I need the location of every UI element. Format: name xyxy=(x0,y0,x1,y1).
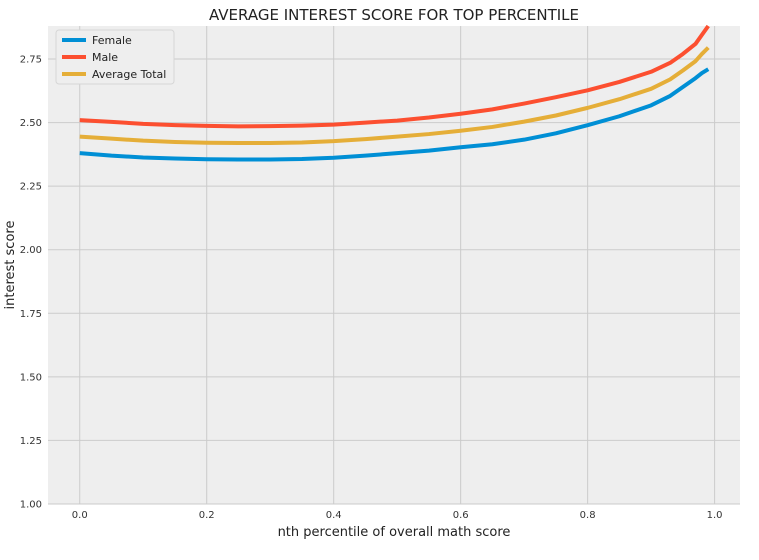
series-lines xyxy=(79,24,710,162)
x-tick-label: 0.0 xyxy=(72,510,88,521)
legend-item-female: Female xyxy=(62,34,132,47)
legend-label: Female xyxy=(92,34,132,47)
legend-item-male: Male xyxy=(62,51,118,64)
y-tick-label: 1.00 xyxy=(20,500,42,511)
y-tick-label: 1.50 xyxy=(20,372,42,383)
x-axis-label: nth percentile of overall math score xyxy=(278,525,511,540)
y-tick-label: 2.00 xyxy=(20,245,42,256)
y-axis-label: interest score xyxy=(3,221,18,310)
y-tick-label: 2.50 xyxy=(20,118,42,129)
y-tick-label: 1.25 xyxy=(20,436,42,447)
y-axis-ticks: 1.00 1.25 1.50 1.75 2.00 2.25 2.50 2.75 xyxy=(20,55,42,511)
series-line-average-total xyxy=(79,46,710,145)
y-tick-label: 2.75 xyxy=(20,55,42,66)
legend: Female Male Average Total xyxy=(55,29,175,85)
legend-label: Male xyxy=(92,51,118,64)
x-tick-label: 0.6 xyxy=(453,510,469,521)
x-tick-label: 0.4 xyxy=(326,510,342,521)
y-tick-label: 2.25 xyxy=(20,182,42,193)
grid-lines xyxy=(48,26,740,505)
y-tick-label: 1.75 xyxy=(20,309,42,320)
plot-background xyxy=(48,26,740,504)
legend-label: Average Total xyxy=(92,68,166,81)
chart-title: AVERAGE INTEREST SCORE FOR TOP PERCENTIL… xyxy=(209,6,579,24)
legend-item-average-total: Average Total xyxy=(62,68,166,81)
legend-box xyxy=(55,29,175,85)
series-line-female xyxy=(79,67,710,162)
x-tick-label: 1.0 xyxy=(707,510,723,521)
x-tick-label: 0.8 xyxy=(580,510,596,521)
series-line-male xyxy=(79,24,710,129)
x-axis-ticks: 0.0 0.2 0.4 0.6 0.8 1.0 xyxy=(72,510,723,521)
x-tick-label: 0.2 xyxy=(199,510,215,521)
